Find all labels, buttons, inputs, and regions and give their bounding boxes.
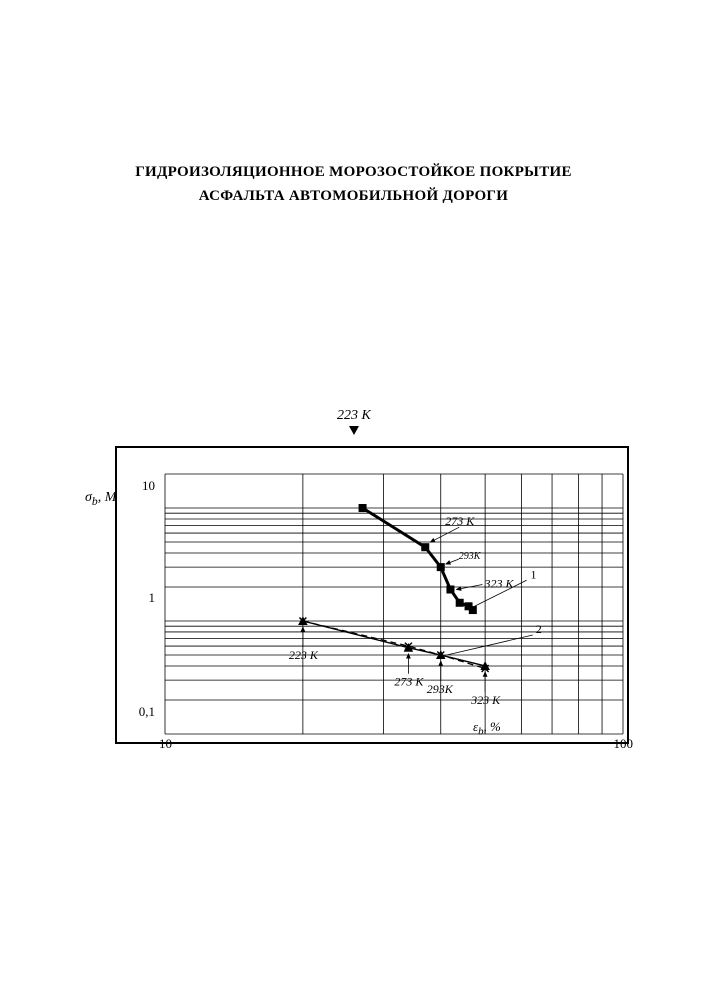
page-title: ГИДРОИЗОЛЯЦИОННОЕ МОРОЗОСТОЙКОЕ ПОКРЫТИЕ… bbox=[0, 160, 707, 208]
x-tick-10: 10 bbox=[159, 736, 172, 752]
title-line-1: ГИДРОИЗОЛЯЦИОННОЕ МОРОЗОСТОЙКОЕ ПОКРЫТИЕ bbox=[135, 164, 572, 180]
y-tick-1: 1 bbox=[125, 590, 155, 606]
svg-text:273 K: 273 K bbox=[394, 675, 424, 689]
y-tick-0-1: 0,1 bbox=[125, 704, 155, 720]
chart: 223 K σb, МПа 10 1 0,1 273 K293K323 K122… bbox=[115, 420, 640, 745]
svg-text:223 K: 223 K bbox=[289, 648, 319, 662]
svg-text:293K: 293K bbox=[427, 682, 454, 696]
svg-text:2: 2 bbox=[536, 622, 542, 636]
plot-border: 10 1 0,1 273 K293K323 K1223 K273 K293K32… bbox=[115, 446, 629, 744]
x-axis-label: εb, % bbox=[473, 719, 501, 738]
annotation-223k-top: 223 K bbox=[337, 408, 371, 435]
x-tick-100: 100 bbox=[614, 736, 634, 752]
title-line-2: АСФАЛЬТА АВТОМОБИЛЬНОЙ ДОРОГИ bbox=[199, 188, 509, 204]
svg-text:323 K: 323 K bbox=[470, 693, 501, 707]
svg-text:293K: 293K bbox=[459, 551, 482, 562]
svg-text:273 K: 273 K bbox=[445, 514, 475, 528]
y-tick-10: 10 bbox=[125, 478, 155, 494]
svg-text:1: 1 bbox=[531, 567, 537, 581]
plot-area: 273 K293K323 K1223 K273 K293K323 K2 10 1… bbox=[165, 474, 623, 734]
data-layer: 273 K293K323 K1223 K273 K293K323 K2 bbox=[165, 474, 623, 734]
